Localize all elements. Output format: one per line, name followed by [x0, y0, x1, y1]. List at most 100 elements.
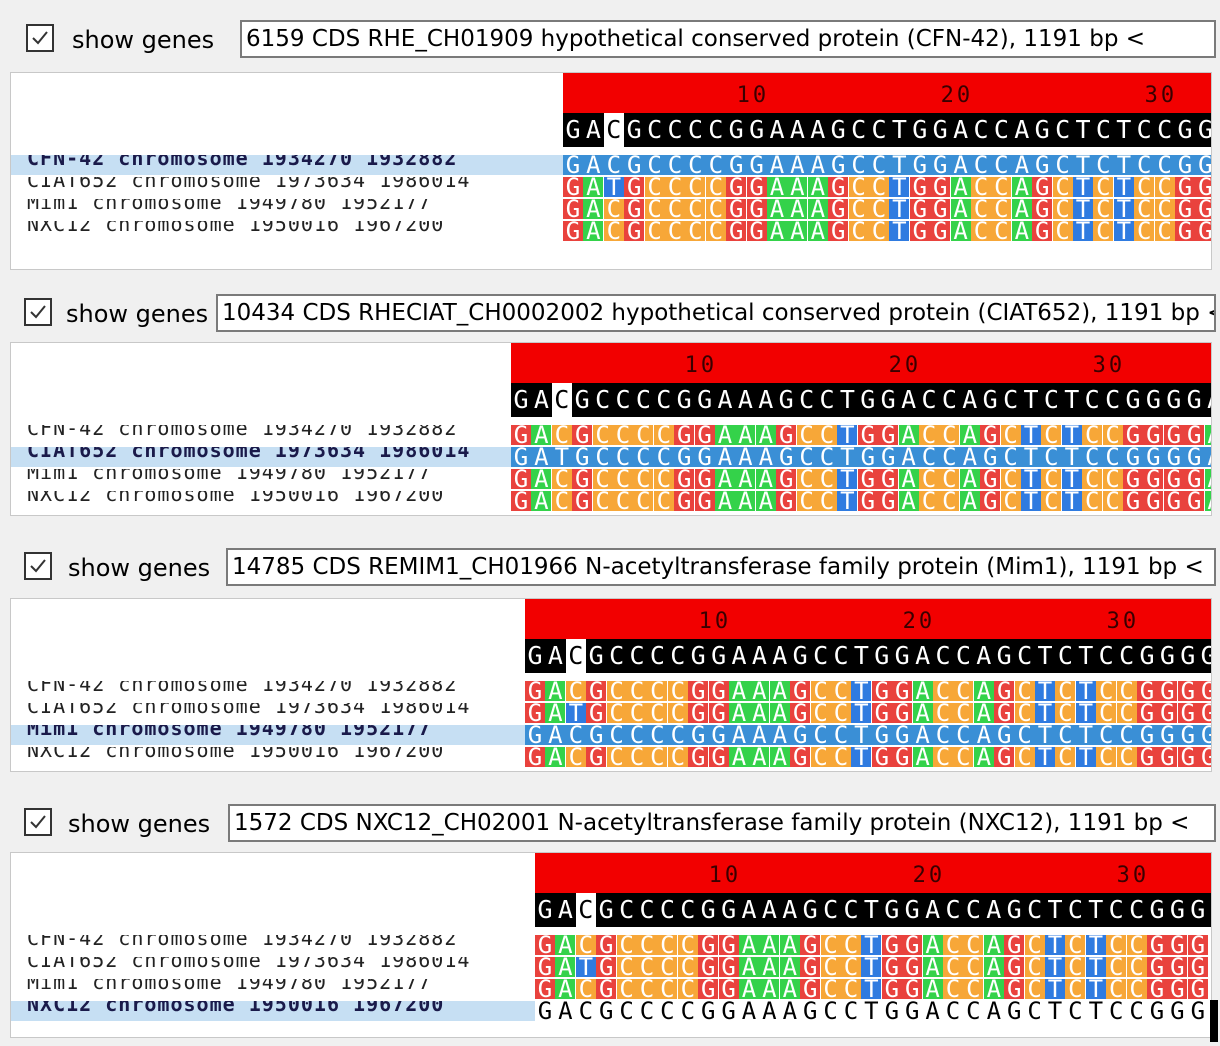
base-t: T: [861, 957, 882, 977]
base-g: G: [790, 703, 811, 723]
base-c: C: [1014, 681, 1035, 701]
sequence-name-row[interactable]: Mim1 chromosome 1949780 1952177: [11, 469, 511, 489]
base-c: C: [1055, 155, 1070, 175]
gene-field[interactable]: 1572 CDS NXC12_CH02001 N-acetyltransfera…: [228, 804, 1216, 842]
sequence-name-row[interactable]: NXC12 chromosome 1950016 1967200: [11, 491, 511, 511]
base-a: A: [1011, 177, 1032, 197]
base-c: C: [551, 491, 572, 511]
base-a: A: [901, 447, 916, 467]
sequence-name: CIAT652 chromosome 1973634 1986014: [27, 957, 471, 972]
ruler-tick: 10: [684, 353, 718, 378]
consensus-base: C: [1095, 115, 1111, 144]
base-t: T: [1075, 155, 1091, 175]
base-g: G: [700, 1001, 716, 1021]
sequence-name-row[interactable]: CIAT652 chromosome 1973634 1986014: [11, 177, 563, 197]
sequence-row[interactable]: GACGCCCCGGAAAGCCTGGACCAGCTCTCCGGGGAA: [511, 425, 1211, 445]
alignment-view[interactable]: CFN-42 chromosome 1934270 1932882 CIAT652…: [10, 72, 1212, 270]
sequence-name-row[interactable]: Mim1 chromosome 1949780 1952177: [11, 199, 563, 219]
base-c: C: [939, 491, 960, 511]
sequence-name-row[interactable]: CIAT652 chromosome 1973634 1986014: [11, 447, 511, 467]
base-g: G: [726, 199, 747, 219]
base-c: C: [1065, 979, 1086, 999]
checkmark-icon: [32, 31, 48, 45]
base-t: T: [1035, 747, 1055, 767]
base-g: G: [878, 469, 899, 489]
consensus-base: A: [1205, 383, 1211, 417]
consensus-base: C: [945, 895, 961, 924]
base-a: A: [755, 425, 776, 445]
consensus-base: G: [912, 115, 928, 144]
consensus-base: G: [860, 385, 876, 414]
base-c: C: [1102, 469, 1123, 489]
sequence-name-row[interactable]: CFN-42 chromosome 1934270 1932882: [11, 155, 563, 175]
base-a: A: [545, 681, 566, 701]
sequence-name-list: CFN-42 chromosome 1934270 1932882 CIAT652…: [11, 599, 525, 771]
show-genes-label: show genes: [72, 26, 215, 54]
sequence-name-row[interactable]: CFN-42 chromosome 1934270 1932882: [11, 681, 525, 701]
sequence-name-row[interactable]: NXC12 chromosome 1950016 1967200: [11, 747, 525, 767]
base-c: C: [705, 177, 726, 197]
consensus-base: T: [1064, 385, 1080, 414]
base-a: A: [759, 935, 780, 955]
sequence-name-row[interactable]: NXC12 chromosome 1950016 1967200: [11, 1001, 535, 1021]
base-c: C: [1106, 979, 1127, 999]
alignment-grid[interactable]: 102030GACGCCCCGGAAAGCCTGGACCAGCTCTCCGGGG…: [563, 73, 1211, 269]
alignment-view[interactable]: CFN-42 chromosome 1934270 1932882 CIAT652…: [10, 598, 1212, 772]
sequence-row[interactable]: GATGCCCCGGAAAGCCTGGACCAGCTCTCCGGGGAT: [511, 447, 1211, 467]
base-a: A: [715, 425, 735, 445]
base-g: G: [535, 979, 555, 999]
ruler-tick: 20: [940, 83, 974, 108]
sequence-name-row[interactable]: Mim1 chromosome 1949780 1952177: [11, 979, 535, 999]
sequence-name-row[interactable]: CFN-42 chromosome 1934270 1932882: [11, 425, 511, 445]
sequence-name-row[interactable]: CIAT652 chromosome 1973634 1986014: [11, 703, 525, 723]
show-genes-checkbox[interactable]: [24, 552, 52, 580]
show-genes-checkbox[interactable]: [26, 24, 54, 52]
gene-field[interactable]: 6159 CDS RHE_CH01909 hypothetical conser…: [240, 20, 1216, 58]
consensus-base: A: [789, 115, 805, 144]
sequence-row[interactable]: GACGCCCCGGAAAGCCTGGACCAGCTCTCCGGGGAA: [511, 469, 1211, 489]
sequence-name-row[interactable]: CFN-42 chromosome 1934270 1932882: [11, 935, 535, 955]
alignment-view[interactable]: CFN-42 chromosome 1934270 1932882 CIAT652…: [10, 342, 1212, 516]
base-c: C: [1098, 725, 1114, 745]
show-genes-checkbox[interactable]: [24, 298, 52, 326]
base-a: A: [983, 957, 1004, 977]
gene-field[interactable]: 14785 CDS REMIM1_CH01966 N-acetyltransfe…: [226, 548, 1216, 586]
sequence-row[interactable]: GACGCCCCGGAAAGCCTGGACCAGCTCTCCGGGGAA: [511, 491, 1211, 511]
base-t: T: [889, 177, 910, 197]
base-t: T: [889, 221, 910, 241]
base-c: C: [1024, 979, 1045, 999]
alignment-view[interactable]: CFN-42 chromosome 1934270 1932882 CIAT652…: [10, 852, 1212, 1038]
base-g: G: [1177, 681, 1198, 701]
gene-field[interactable]: 10434 CDS RHECIAT_CH0002002 hypothetical…: [216, 294, 1216, 332]
sequence-name-row[interactable]: NXC12 chromosome 1950016 1967200: [11, 221, 563, 241]
sequence-name-row[interactable]: Mim1 chromosome 1949780 1952177: [11, 725, 525, 745]
base-c: C: [1134, 177, 1155, 197]
base-c: C: [1084, 447, 1100, 467]
base-g: G: [880, 447, 896, 467]
show-genes-checkbox[interactable]: [24, 808, 52, 836]
base-c: C: [616, 957, 637, 977]
base-g: G: [792, 725, 808, 745]
consensus-base: G: [792, 641, 808, 670]
base-c: C: [1096, 155, 1111, 175]
base-t: T: [892, 155, 907, 175]
base-t: T: [554, 447, 570, 467]
sequence-name-row[interactable]: CIAT652 chromosome 1973634 1986014: [11, 957, 535, 977]
base-g: G: [912, 155, 928, 175]
base-c: C: [667, 703, 688, 723]
